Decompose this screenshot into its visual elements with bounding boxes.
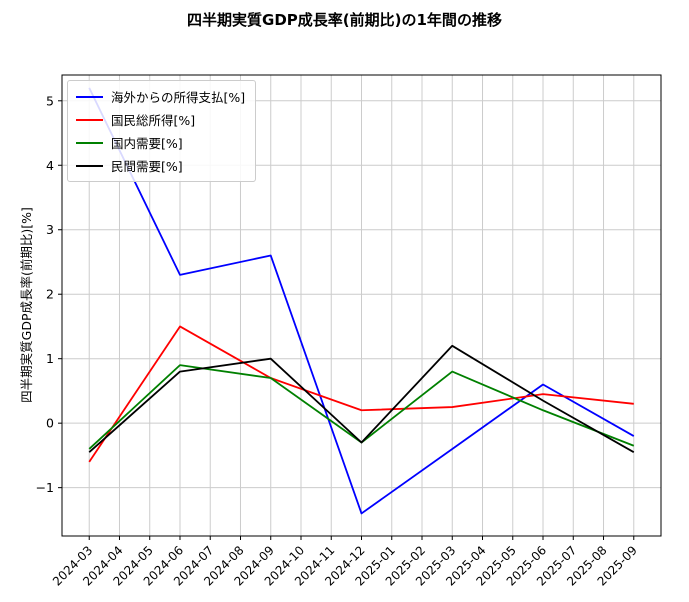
- legend-line-swatch: [76, 118, 103, 121]
- legend-item: 国民総所得[%]: [76, 110, 245, 129]
- legend-line-swatch: [76, 164, 103, 167]
- y-axis-ticks: −1 0 1 2 3 4 5: [36, 93, 62, 495]
- chart-title: 四半期実質GDP成長率(前期比)の1年間の推移: [187, 11, 502, 29]
- legend-item: 国内需要[%]: [76, 133, 245, 152]
- y-tick-label: 4: [46, 158, 54, 173]
- legend-label: 民間需要[%]: [111, 159, 183, 174]
- legend: 海外からの所得支払[%] 国民総所得[%] 国内需要[%] 民間需要[%]: [67, 80, 257, 182]
- y-tick-label: 0: [46, 416, 54, 431]
- series-line: [88, 344, 635, 453]
- y-tick-label: 3: [46, 222, 54, 237]
- legend-item: 海外からの所得支払[%]: [76, 87, 245, 106]
- series-line: [88, 325, 634, 463]
- y-tick-label: 2: [46, 287, 54, 302]
- series-lines: [88, 87, 635, 515]
- y-tick-label: 5: [46, 93, 54, 108]
- y-tick-label: −1: [36, 480, 54, 495]
- legend-label: 海外からの所得支払[%]: [111, 90, 246, 105]
- y-tick-label: 1: [46, 351, 54, 366]
- legend-item: 民間需要[%]: [76, 156, 245, 175]
- legend-label: 国内需要[%]: [111, 136, 183, 151]
- x-axis-ticks: 2024-032024-042024-052024-062024-072024-…: [50, 536, 640, 589]
- legend-line-swatch: [76, 141, 103, 144]
- series-line: [88, 87, 635, 515]
- legend-line-swatch: [76, 95, 103, 98]
- legend-label: 国民総所得[%]: [111, 113, 196, 128]
